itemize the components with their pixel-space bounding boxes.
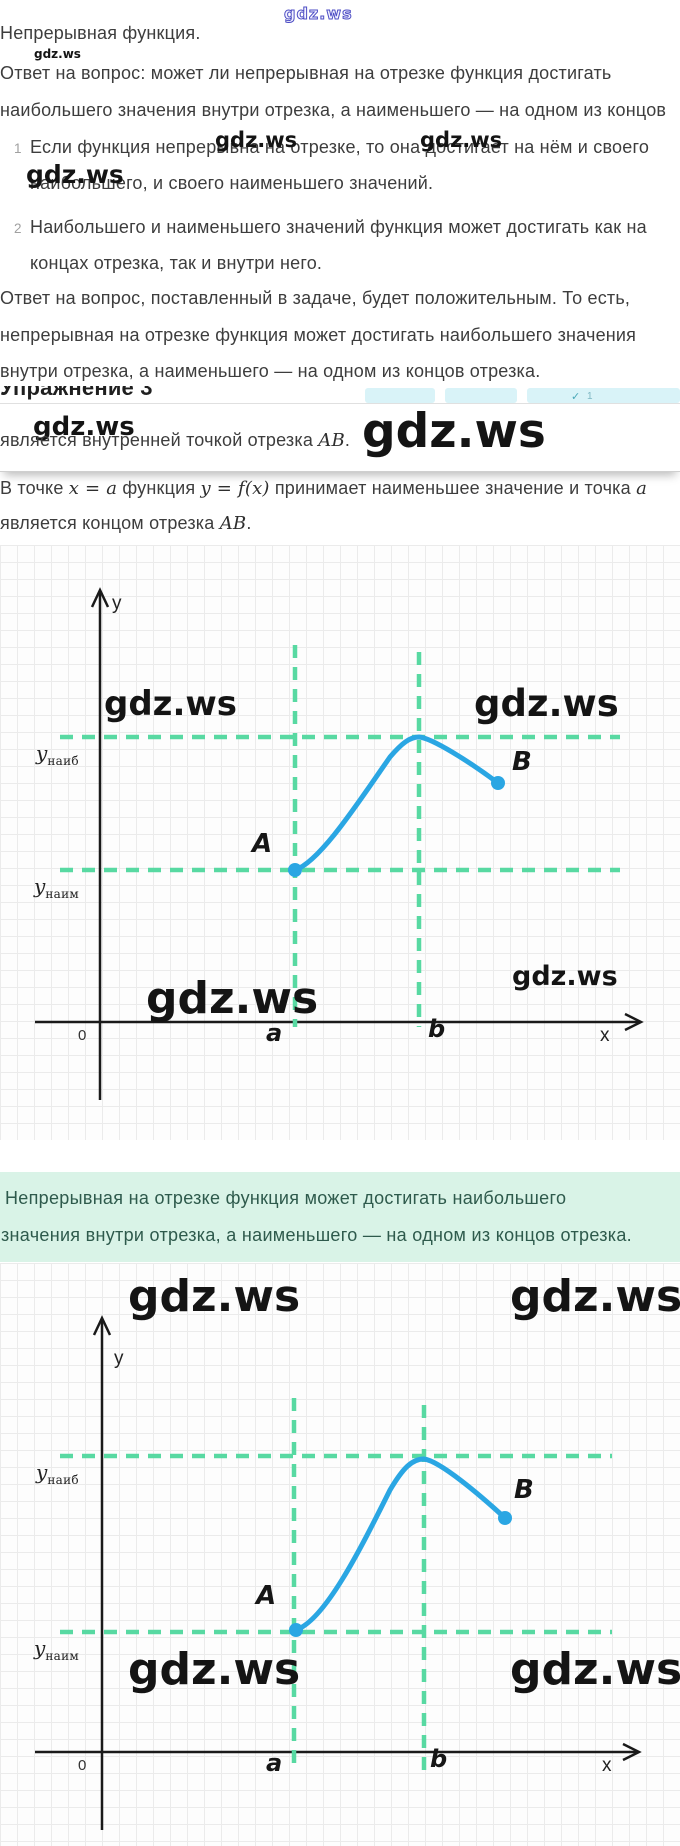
watermark-text: gdz.ws [33,412,135,442]
tick-label-b: b [428,1015,446,1043]
ymin-symbol: y [34,1636,46,1660]
point-A-label: A [256,1581,277,1611]
page-title: Непрерывная функция. [0,23,201,43]
y-axis-label: y [114,1348,124,1369]
exercise-heading-clipped: Упражнение 3 [0,386,240,402]
list-item-line: Если функция непрерывна на отрезке, то о… [30,137,650,157]
list-number: 2 [14,221,22,236]
answer-line: Ответ на вопрос, поставленный в задаче, … [0,288,631,308]
point-B-label: B [514,1475,534,1505]
tick-label-b: b [430,1745,448,1773]
question-line: наибольшего значения внутри отрезка, а н… [0,100,667,120]
list-item-line: наибольшего, и своего наименьшего значен… [30,173,434,193]
list-number: 1 [14,141,22,156]
y-axis-label: y [112,593,122,614]
nav-button-answer[interactable]: ✓ 1 [527,388,680,403]
tick-label-a: a [266,1019,283,1047]
point-A [288,863,302,877]
watermark-text: gdz.ws [128,1271,301,1322]
x-axis-arrow [624,1012,644,1032]
watermark-text: gdz.ws [34,47,81,61]
ymax-symbol: y [36,741,48,765]
function-curve [293,1456,508,1633]
text-fragment: принимает наименьшее значение и точка [269,478,637,498]
origin-label: 0 [78,1757,87,1774]
x-axis-arrow [622,1742,642,1762]
ymax-subscript: наиб [47,754,79,768]
nav-button[interactable] [365,388,435,403]
watermark-band [0,403,680,472]
watermark-text: gdz.ws [510,1271,680,1322]
ymax-label: yнаиб [36,741,79,768]
point-A-label: A [252,829,273,859]
text-fragment: функция [117,478,201,498]
x-axis-label: x [602,1755,612,1776]
statement-line: является концом отрезка AB. [0,514,252,533]
y-axis-arrow [92,1315,112,1336]
graph2-canvas [35,1315,642,1830]
exercise-heading: Упражнение 3 [0,386,153,400]
ymin-label: yнаим [34,1636,79,1663]
nav-button[interactable] [445,388,517,403]
banner-line: значения внутри отрезка, а наименьшего —… [1,1225,632,1245]
watermark-text: gdz.ws [510,1644,680,1695]
ymin-symbol: y [34,874,46,898]
watermark-text: gdz.ws [362,404,546,459]
watermark-text: gdz.ws [146,973,319,1024]
function-graph-2: y x 0 a b yнаиб yнаим A B gdz.ws gdz.ws … [0,1263,680,1846]
watermark-text: gdz.ws [128,1644,301,1695]
check-icon: ✓ [571,391,581,403]
answer-line: внутри отрезка, а наименьшего — на одном… [0,361,541,381]
tick-label-a: a [266,1749,283,1777]
point-B [498,1511,512,1525]
site-watermark-top: gdz.ws [284,4,353,24]
text-fragment: . [344,430,351,450]
answer-line: непрерывная на отрезке функция может дос… [0,325,637,345]
math-fragment: AB [219,513,247,534]
watermark-text: gdz.ws [420,128,503,152]
math-fragment: x = a [68,478,118,499]
list-item-line: концах отрезка, так и внутри него. [30,253,323,273]
ymax-symbol: y [36,1460,48,1484]
point-B-label: B [512,747,532,777]
math-fragment: a [636,478,647,499]
watermark-text: gdz.ws [104,684,238,724]
function-graph-1: y x 0 a b yнаиб yнаим A B gdz.ws gdz.ws … [0,545,680,1140]
math-fragment: y = f(x) [200,478,270,499]
origin-label: 0 [78,1027,87,1044]
ymax-subscript: наиб [47,1473,79,1487]
text-fragment: . [246,513,252,533]
math-fragment: AB [318,430,345,451]
conclusion-banner: Непрерывная на отрезке функция может дос… [0,1172,680,1262]
clipped-sentence: является внутренней точкой отрезка AB. [0,431,350,450]
y-axis-arrow [90,587,110,608]
list-item-line: Наибольшего и наименьшего значений функц… [30,217,647,237]
text-fragment: является концом отрезка [0,513,220,533]
ymin-subscript: наим [45,887,79,901]
statement-line: В точке x = a функция y = f(x) принимает… [0,479,647,498]
point-A [289,1623,303,1637]
graph1-canvas [35,587,644,1100]
ymin-label: yнаим [34,874,79,901]
x-axis-label: x [600,1025,610,1046]
watermark-text: gdz.ws [512,961,618,992]
watermark-text: gdz.ws [26,160,124,189]
function-curve [292,734,501,873]
text-fragment: является внутренней точкой отрезка [0,430,319,450]
answer-count-badge: 1 [587,391,593,402]
text-fragment: В точке [0,478,69,498]
watermark-text: gdz.ws [215,128,298,152]
question-line: Ответ на вопрос: может ли непрерывная на… [0,63,612,83]
point-B [491,776,505,790]
ymax-label: yнаиб [36,1460,79,1487]
banner-line: Непрерывная на отрезке функция может дос… [5,1188,567,1208]
watermark-text: gdz.ws [474,682,619,725]
ymin-subscript: наим [45,1649,79,1663]
